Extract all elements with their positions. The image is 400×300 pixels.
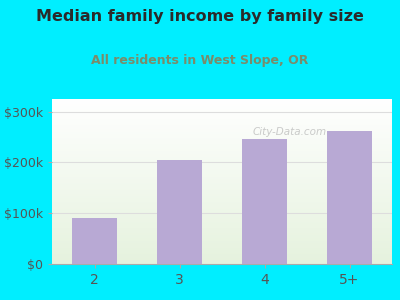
Bar (242, 139, 286, 264)
Bar (327, 131, 372, 264)
Text: City-Data.com: City-Data.com (253, 127, 327, 137)
Text: Median family income by family size: Median family income by family size (36, 9, 364, 24)
Bar (158, 160, 202, 264)
Text: All residents in West Slope, OR: All residents in West Slope, OR (91, 54, 309, 67)
Bar (72, 218, 117, 264)
